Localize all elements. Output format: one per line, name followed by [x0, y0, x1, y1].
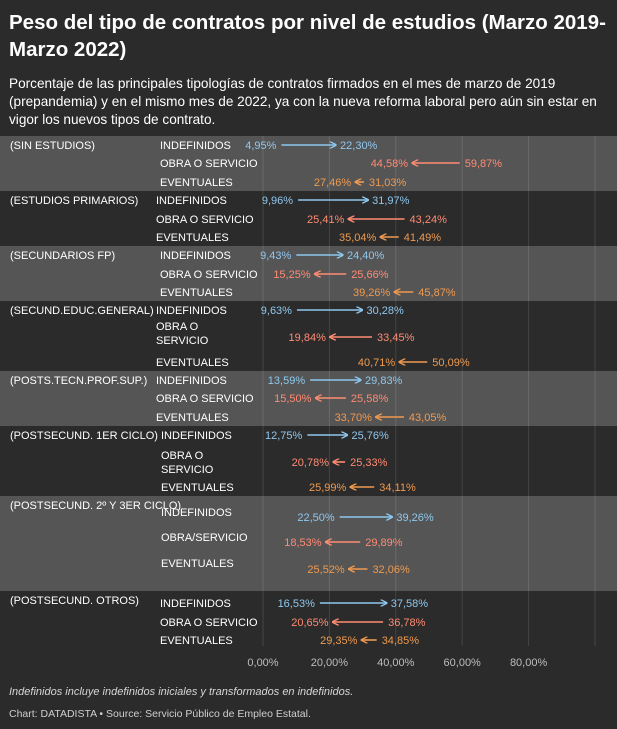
group-label: (SECUNDARIOS FP)	[10, 250, 115, 262]
contract-type-label: INDEFINIDOS	[161, 507, 232, 519]
contract-type-label: EVENTUALES	[156, 232, 229, 244]
value-2019-label: 9,96%	[262, 195, 293, 207]
value-2022-label: 31,97%	[372, 195, 410, 207]
contract-type-label: SERVICIO	[156, 335, 209, 347]
group-label: (SIN ESTUDIOS)	[10, 140, 95, 152]
contract-type-label: EVENTUALES	[161, 482, 234, 494]
contract-type-label: OBRA O SERVICIO	[156, 214, 254, 226]
value-2022-label: 29,83%	[365, 375, 403, 387]
value-2019-label: 34,11%	[379, 482, 416, 494]
value-2022-label: 20,78%	[292, 457, 330, 469]
value-2022-label: 22,30%	[340, 140, 378, 152]
value-2019-label: 50,09%	[432, 357, 470, 369]
contract-type-label: INDEFINIDOS	[160, 140, 231, 152]
value-2019-label: 34,85%	[382, 635, 420, 647]
value-2022-label: 39,26%	[353, 287, 391, 299]
chart-subtitle: Porcentaje de las principales tipologías…	[9, 76, 597, 127]
source-credit: Chart: DATADISTA • Source: Servicio Públ…	[9, 708, 311, 720]
value-2019-label: 4,95%	[245, 140, 276, 152]
value-2022-label: 25,99%	[309, 482, 347, 494]
contract-type-label: OBRA O SERVICIO	[160, 269, 258, 281]
contract-type-label: INDEFINIDOS	[156, 305, 227, 317]
x-tick-label: 40,00%	[377, 657, 415, 669]
group-band	[0, 496, 617, 591]
footnote: Indefinidos incluye indefinidos iniciale…	[9, 686, 354, 698]
contract-type-label: OBRA O SERVICIO	[160, 158, 258, 170]
value-2022-label: 20,65%	[291, 617, 329, 629]
value-2019-label: 25,58%	[351, 393, 389, 405]
group-label: (POSTS.TECN.PROF.SUP.)	[10, 375, 147, 387]
contract-type-label: EVENTUALES	[156, 357, 229, 369]
contract-type-label: EVENTUALES	[160, 177, 233, 189]
group-label: (POSTSECUND. 1ER CICLO)	[10, 430, 158, 442]
contract-type-label: EVENTUALES	[156, 412, 229, 424]
value-2022-label: 27,46%	[314, 177, 352, 189]
value-2019-label: 59,87%	[465, 158, 503, 170]
contract-type-label: OBRA O	[156, 321, 199, 333]
contract-type-label: EVENTUALES	[161, 558, 234, 570]
contract-type-label: EVENTUALES	[160, 635, 233, 647]
value-2022-label: 25,76%	[352, 430, 390, 442]
x-tick-label: 0,00%	[247, 657, 278, 669]
contract-type-label: OBRA/SERVICIO	[161, 532, 248, 544]
value-2019-label: 12,75%	[265, 430, 303, 442]
value-2022-label: 29,35%	[320, 635, 358, 647]
group-label: (ESTUDIOS PRIMARIOS)	[10, 195, 138, 207]
value-2019-label: 13,59%	[268, 375, 306, 387]
value-2022-label: 25,41%	[307, 214, 345, 226]
contract-type-label: EVENTUALES	[160, 287, 233, 299]
value-2019-label: 31,03%	[369, 177, 407, 189]
contract-type-label: OBRA O SERVICIO	[160, 617, 258, 629]
value-2022-label: 24,40%	[347, 250, 385, 262]
value-2022-label: 15,25%	[273, 269, 311, 281]
x-tick-label: 60,00%	[444, 657, 482, 669]
group-label: (POSTSECUND. OTROS)	[10, 595, 139, 607]
value-2019-label: 45,87%	[418, 287, 456, 299]
value-2022-label: 39,26%	[396, 512, 434, 524]
value-2022-label: 19,84%	[289, 332, 327, 344]
value-2022-label: 40,71%	[358, 357, 396, 369]
group-label: (POSTSECUND. 2º Y 3ER CICLO)	[10, 500, 181, 512]
contract-type-label: INDEFINIDOS	[160, 598, 231, 610]
value-2019-label: 36,78%	[388, 617, 426, 629]
x-tick-label: 20,00%	[311, 657, 349, 669]
group-band	[0, 371, 617, 426]
value-2022-label: 30,28%	[367, 305, 405, 317]
value-2022-label: 35,04%	[339, 232, 377, 244]
value-2019-label: 16,53%	[278, 598, 316, 610]
value-2019-label: 9,63%	[261, 305, 292, 317]
contract-type-label: INDEFINIDOS	[156, 375, 227, 387]
value-2019-label: 43,05%	[409, 412, 447, 424]
value-2019-label: 25,66%	[351, 269, 389, 281]
value-2022-label: 44,58%	[371, 158, 409, 170]
value-2022-label: 33,70%	[335, 412, 373, 424]
value-2022-label: 37,58%	[391, 598, 429, 610]
contract-type-label: OBRA O	[161, 450, 204, 462]
contract-type-label: OBRA O SERVICIO	[156, 393, 254, 405]
value-2019-label: 32,06%	[372, 564, 410, 576]
value-2019-label: 33,45%	[377, 332, 415, 344]
contract-type-label: INDEFINIDOS	[156, 195, 227, 207]
contract-type-label: INDEFINIDOS	[161, 430, 232, 442]
arrow-chart: (SIN ESTUDIOS) INDEFINIDOS 4,95% 22,30% OBRA…	[0, 136, 617, 669]
value-2019-label: 25,33%	[350, 457, 388, 469]
chart-title: Peso del tipo de contratos por nivel de …	[9, 11, 606, 61]
value-2019-label: 41,49%	[404, 232, 442, 244]
group-label: (SECUND.EDUC.GENERAL)	[10, 305, 154, 317]
value-2022-label: 18,53%	[284, 537, 322, 549]
contract-type-label: INDEFINIDOS	[160, 250, 231, 262]
value-2019-label: 22,50%	[297, 512, 335, 524]
value-2019-label: 29,89%	[365, 537, 403, 549]
value-2019-label: 43,24%	[410, 214, 448, 226]
contract-type-label: SERVICIO	[161, 464, 214, 476]
value-2022-label: 15,50%	[274, 393, 312, 405]
value-2022-label: 25,52%	[307, 564, 345, 576]
x-tick-label: 80,00%	[510, 657, 548, 669]
value-2019-label: 9,43%	[260, 250, 291, 262]
